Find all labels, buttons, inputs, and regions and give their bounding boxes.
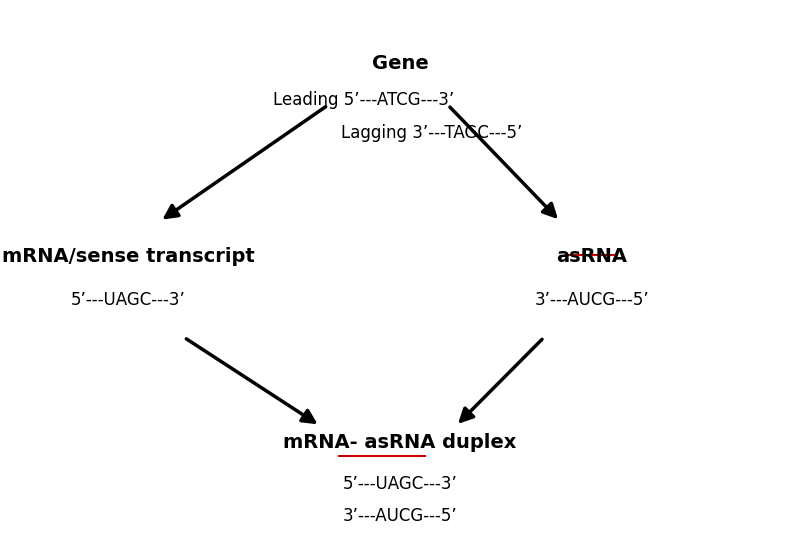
- Text: 3’---AUCG---5’: 3’---AUCG---5’: [342, 507, 458, 525]
- Text: Gene: Gene: [372, 54, 428, 73]
- Text: Leading 5’---ATCG---3’: Leading 5’---ATCG---3’: [274, 91, 454, 108]
- Text: mRNA- asRNA duplex: mRNA- asRNA duplex: [283, 433, 517, 452]
- Text: mRNA/sense transcript: mRNA/sense transcript: [2, 247, 254, 265]
- Text: Lagging 3’---TAGC---5’: Lagging 3’---TAGC---5’: [342, 124, 522, 142]
- Text: 3’---AUCG---5’: 3’---AUCG---5’: [534, 291, 650, 309]
- Text: 5’---UAGC---3’: 5’---UAGC---3’: [342, 475, 458, 493]
- Text: 5’---UAGC---3’: 5’---UAGC---3’: [70, 291, 186, 309]
- Text: asRNA: asRNA: [557, 247, 627, 265]
